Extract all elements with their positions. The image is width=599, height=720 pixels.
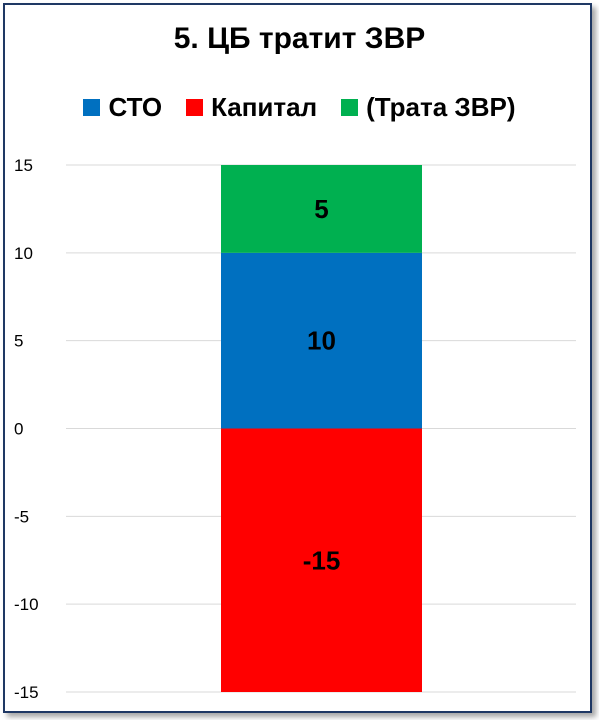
legend-swatch-reserve-spend [341,99,359,116]
y-tick-label: 10 [14,244,33,263]
bar-segment [221,252,422,429]
legend-item-reserve-spend: (Трата ЗВР) [341,92,516,123]
legend-item-sto: СТО [83,92,162,123]
y-tick-label: -15 [14,683,39,702]
data-label: 10 [307,326,336,356]
legend-swatch-capital [186,99,204,116]
bar-segment [221,165,422,253]
legend-label-sto: СТО [108,92,163,122]
y-tick-label: 15 [14,156,33,175]
legend: СТО Капитал (Трата ЗВР) [0,92,599,123]
y-tick-label: -10 [14,595,39,614]
data-label: 5 [314,194,328,224]
bar-segment [221,428,422,692]
y-tick-label: 5 [14,332,23,351]
chart-title: 5. ЦБ тратит ЗВР [173,22,426,55]
legend-item-capital: Капитал [186,92,317,123]
data-label: -15 [303,545,341,575]
y-tick-label: 0 [14,420,23,439]
legend-label-capital: Капитал [211,92,318,122]
y-tick-label: -5 [14,507,29,526]
legend-swatch-sto [83,99,101,116]
legend-label-reserve-spend: (Трата ЗВР) [366,92,516,122]
